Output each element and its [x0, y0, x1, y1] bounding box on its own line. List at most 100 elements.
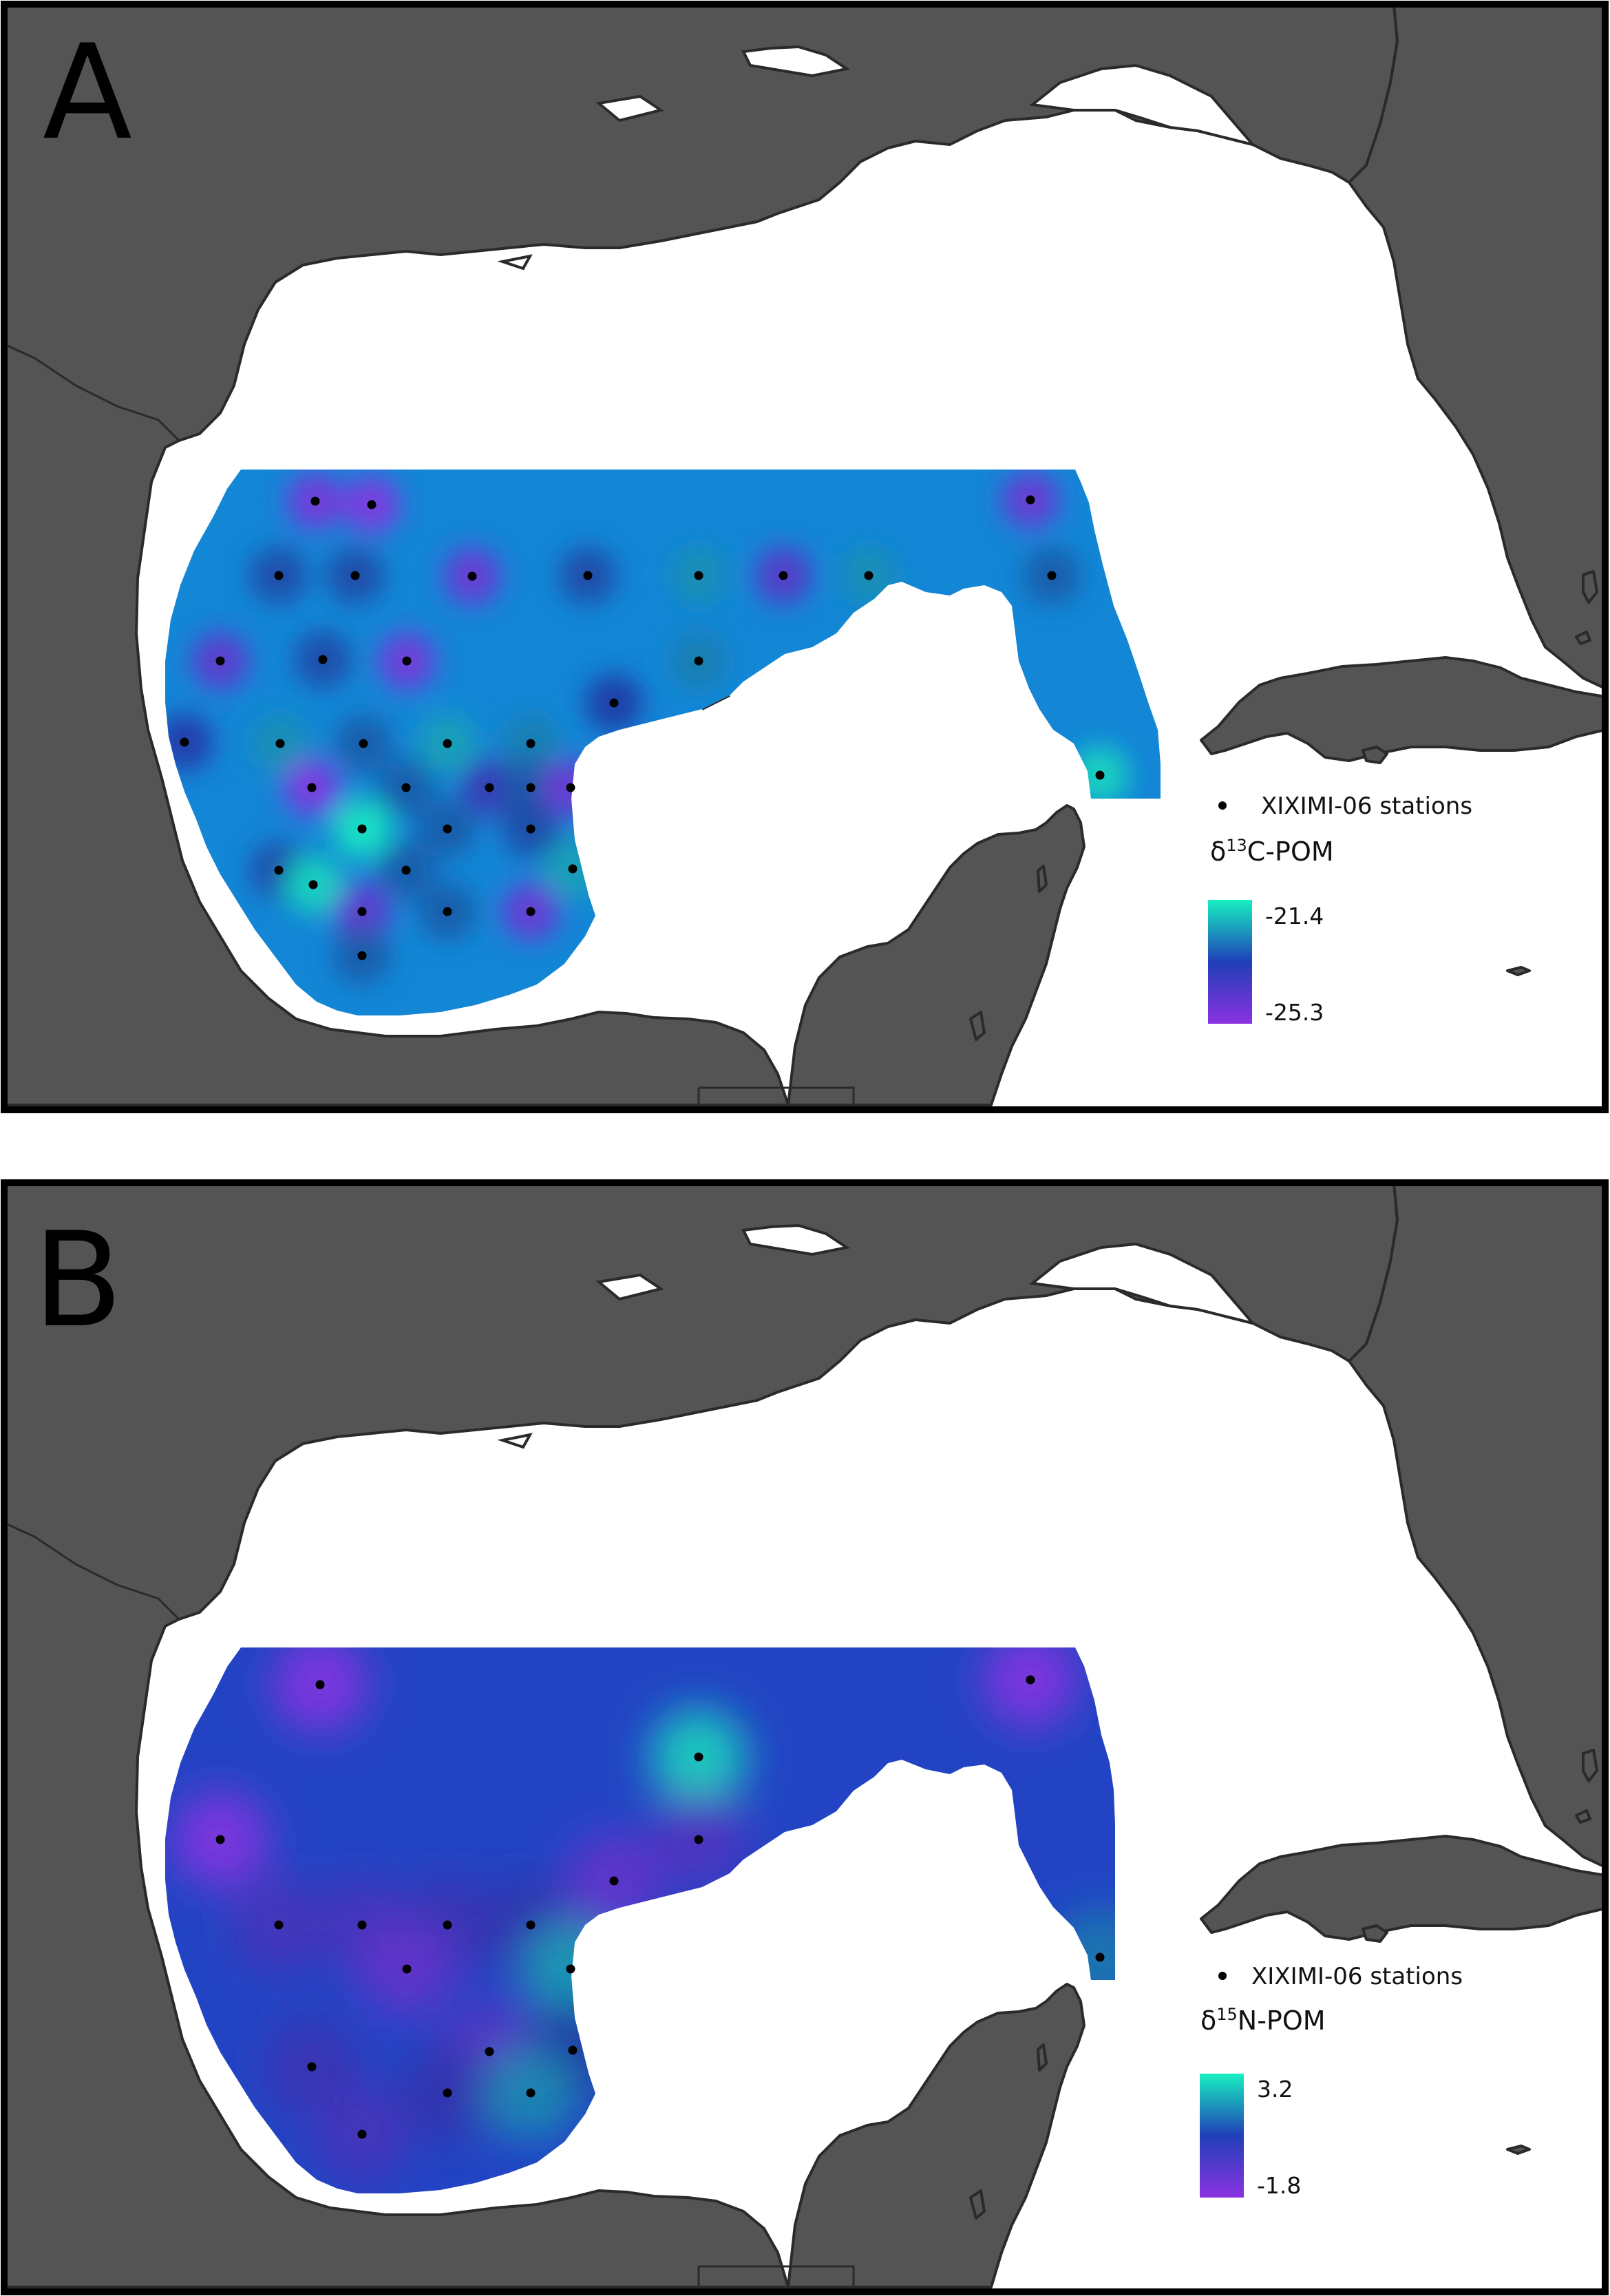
station-marker: [526, 2088, 536, 2098]
station-marker: [307, 2062, 317, 2072]
stations-a: [180, 495, 1105, 960]
station-marker: [526, 739, 536, 748]
station-marker: [402, 656, 412, 666]
station-marker: [315, 1680, 325, 1689]
colorbar-max-label: 3.2: [1257, 2076, 1293, 2103]
variable-title: δ13C-POM: [1210, 836, 1334, 867]
station-marker: [864, 571, 873, 580]
station-marker: [694, 1752, 703, 1762]
station-marker: [443, 824, 452, 834]
station-marker: [443, 2088, 452, 2098]
station-marker: [274, 865, 284, 875]
colorbar-min-label: -25.3: [1265, 999, 1324, 1026]
station-marker: [350, 571, 360, 580]
station-marker: [215, 656, 225, 666]
station-marker: [485, 2047, 494, 2056]
station-marker: [357, 824, 367, 834]
panel-b: XIXIMI-06 stations δ15N-POM 3.2 -1.8 B: [1, 1179, 1609, 2295]
station-marker: [778, 571, 788, 580]
colorbar-max-label: -21.4: [1265, 903, 1324, 929]
legend-station-label: XIXIMI-06 stations: [1261, 792, 1472, 820]
legend-station-marker: [1218, 801, 1227, 810]
station-marker: [566, 783, 575, 792]
bahamas-land: [1575, 1749, 1598, 1824]
station-marker: [1047, 571, 1057, 580]
north-america-land: [3, 1181, 1399, 2288]
colorbar-min-label: -1.8: [1257, 2172, 1301, 2199]
coast-detail: [497, 45, 1257, 710]
station-marker: [310, 496, 320, 506]
station-marker: [583, 571, 593, 580]
country-borders: [3, 343, 855, 1105]
variable-title: δ15N-POM: [1200, 2005, 1326, 2036]
station-marker: [367, 500, 377, 509]
colorbar: [1200, 2074, 1244, 2198]
station-marker: [526, 1920, 536, 1930]
small-island: [1506, 2145, 1531, 2155]
station-marker: [402, 1964, 412, 1974]
isla-juventud: [1362, 746, 1388, 764]
station-marker: [467, 571, 477, 581]
station-marker: [215, 1835, 225, 1844]
station-marker: [274, 1920, 284, 1930]
station-marker: [526, 783, 536, 792]
florida-land: [1348, 1181, 1607, 1868]
station-marker: [180, 737, 189, 747]
panel-frame: [1, 1179, 1609, 2295]
station-marker: [357, 907, 367, 916]
north-america-land: [3, 3, 1399, 1106]
station-marker: [609, 698, 619, 708]
station-marker: [694, 656, 703, 666]
station-marker: [443, 739, 452, 748]
panel-letter: A: [43, 17, 132, 169]
station-marker: [1026, 1675, 1035, 1685]
station-marker: [318, 655, 328, 664]
station-marker: [401, 783, 411, 792]
station-marker: [357, 2129, 367, 2139]
station-marker: [401, 865, 411, 875]
station-marker: [1026, 495, 1035, 505]
station-marker: [275, 739, 285, 748]
small-island: [969, 2189, 986, 2220]
coast-detail: [497, 1223, 1257, 1449]
panel-frame: [1, 1, 1609, 1113]
cozumel: [1037, 2043, 1048, 2072]
legend-b: XIXIMI-06 stations δ15N-POM 3.2 -1.8: [1200, 1963, 1463, 2199]
colorbar: [1208, 900, 1252, 1024]
station-marker: [568, 864, 578, 874]
station-marker: [566, 1964, 575, 1974]
cozumel: [1037, 865, 1048, 893]
station-marker: [568, 2045, 578, 2055]
bahamas-land: [1575, 570, 1598, 645]
station-marker: [307, 783, 317, 792]
station-marker: [443, 1920, 452, 1930]
yucatan-land: [787, 804, 1085, 1106]
land-masses: [3, 1181, 1607, 2288]
station-marker: [526, 907, 536, 916]
country-borders: [3, 1521, 855, 2287]
station-marker: [609, 1876, 619, 1886]
station-marker: [357, 1920, 367, 1930]
florida-land: [1348, 3, 1607, 690]
small-island: [969, 1011, 986, 1041]
legend-station-label: XIXIMI-06 stations: [1251, 1963, 1463, 1990]
isla-juventud: [1362, 1924, 1388, 1943]
legend-a: XIXIMI-06 stations δ13C-POM -21.4 -25.3: [1208, 792, 1472, 1026]
stations-b: [215, 1675, 1105, 2139]
legend-station-marker: [1218, 1972, 1227, 1980]
station-marker: [443, 907, 452, 916]
land-masses: [3, 3, 1607, 1106]
yucatan-land: [787, 1983, 1085, 2288]
station-marker: [308, 880, 318, 889]
station-marker: [694, 1835, 703, 1844]
station-marker: [359, 739, 368, 748]
station-marker: [357, 951, 367, 960]
small-island: [1506, 966, 1531, 976]
station-marker: [694, 571, 703, 580]
station-marker: [485, 783, 494, 792]
station-marker: [526, 824, 536, 834]
panel-a: XIXIMI-06 stations δ13C-POM -21.4 -25.3 …: [1, 1, 1609, 1113]
panel-letter: B: [33, 1204, 123, 1356]
station-marker: [1095, 770, 1105, 780]
